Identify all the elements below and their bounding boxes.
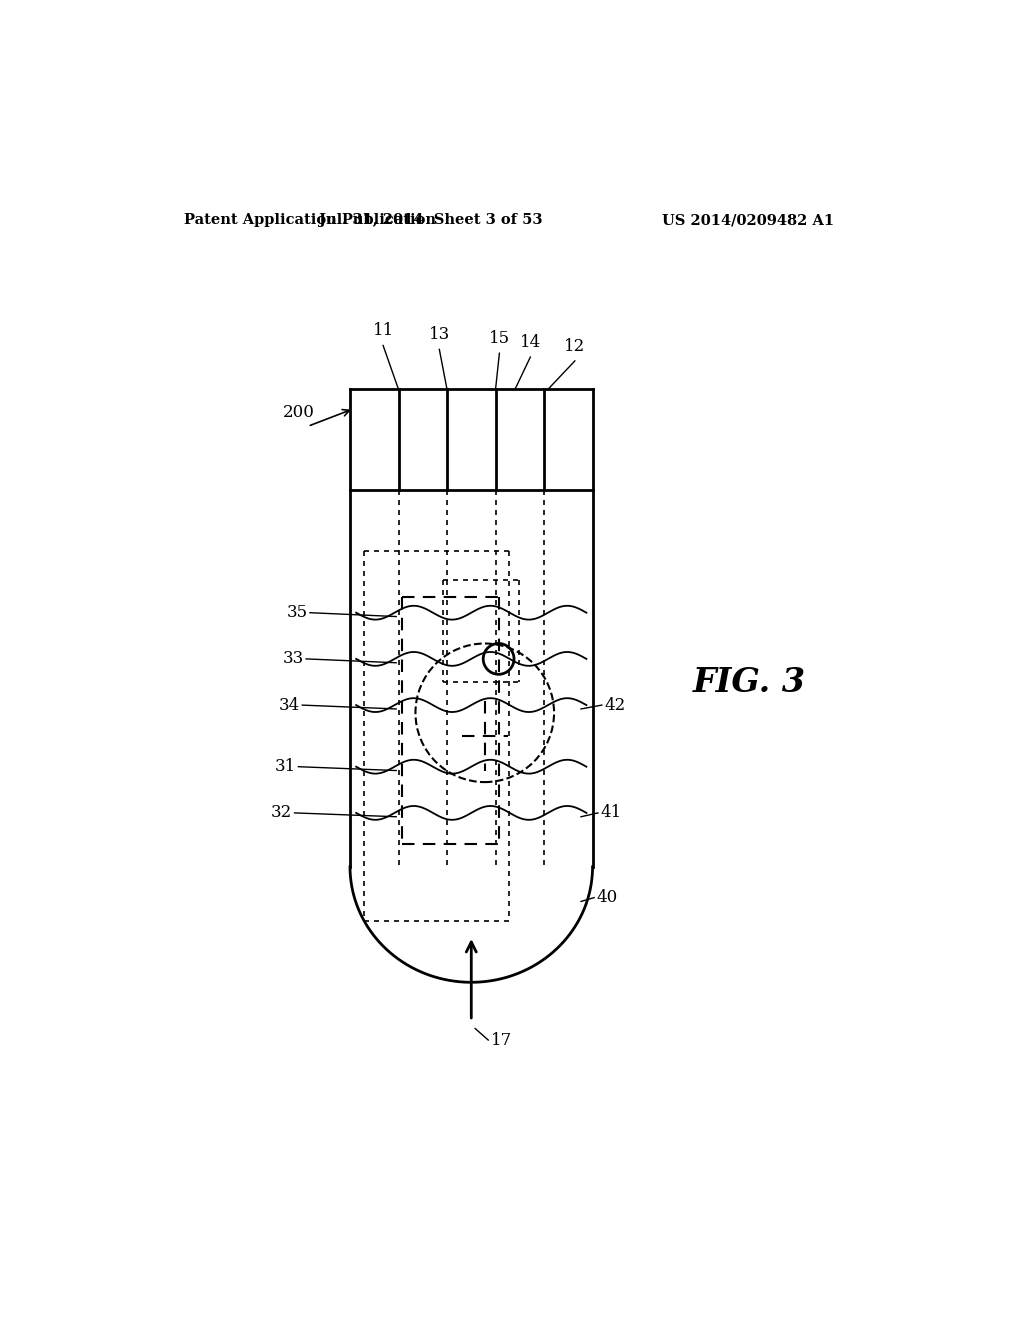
Text: FIG. 3: FIG. 3 bbox=[692, 665, 806, 698]
Text: 12: 12 bbox=[564, 338, 586, 355]
Text: 200: 200 bbox=[283, 404, 314, 421]
Text: 17: 17 bbox=[490, 1031, 512, 1048]
Text: 41: 41 bbox=[600, 804, 622, 821]
Text: 40: 40 bbox=[596, 890, 617, 906]
Text: 42: 42 bbox=[604, 697, 626, 714]
Text: 32: 32 bbox=[271, 804, 292, 821]
Text: 33: 33 bbox=[283, 651, 304, 668]
Text: 14: 14 bbox=[520, 334, 541, 351]
Text: US 2014/0209482 A1: US 2014/0209482 A1 bbox=[662, 213, 834, 227]
Text: 35: 35 bbox=[287, 605, 307, 622]
Text: 13: 13 bbox=[429, 326, 450, 343]
Text: 11: 11 bbox=[373, 322, 394, 339]
Text: 15: 15 bbox=[488, 330, 510, 347]
Text: 31: 31 bbox=[274, 758, 296, 775]
Text: Jul. 31, 2014  Sheet 3 of 53: Jul. 31, 2014 Sheet 3 of 53 bbox=[319, 213, 543, 227]
Text: Patent Application Publication: Patent Application Publication bbox=[184, 213, 436, 227]
Text: 34: 34 bbox=[279, 697, 300, 714]
